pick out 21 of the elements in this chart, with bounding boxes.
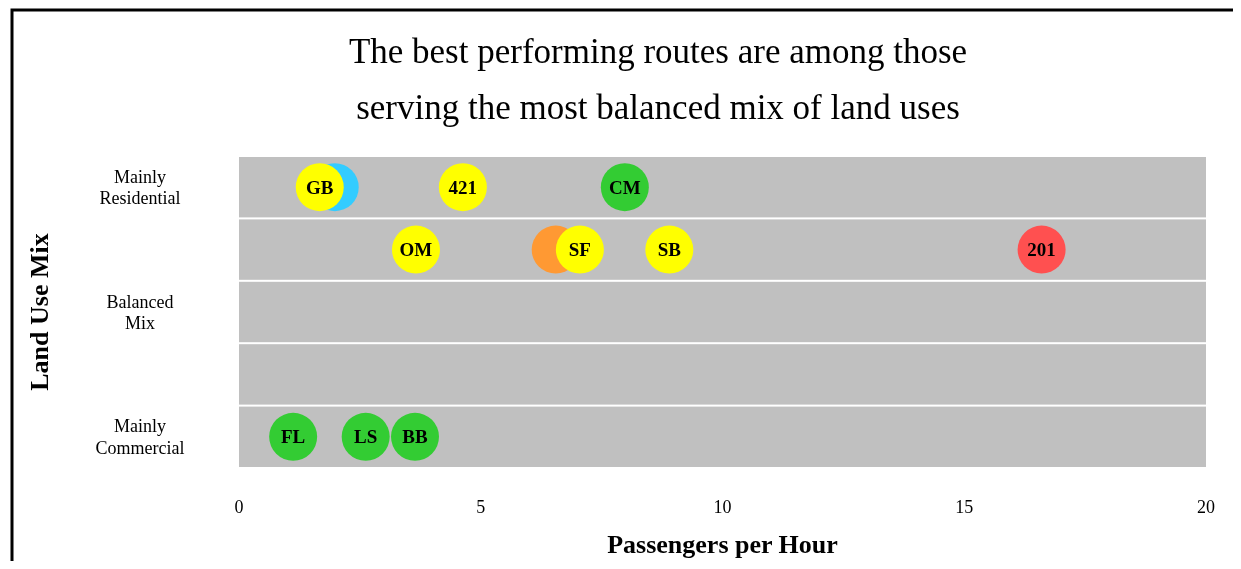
- series-label: OM: [399, 239, 433, 261]
- series-label: CM: [609, 176, 641, 198]
- series-label: GB: [306, 176, 334, 198]
- y-axis-title: Land Use Mix: [25, 233, 54, 391]
- y-tick-label: Balanced Mix: [106, 291, 174, 334]
- series-label: SB: [657, 239, 682, 261]
- series-label: 421: [448, 176, 478, 198]
- x-tick-label: 20: [1197, 497, 1215, 517]
- y-tick-label: Mainly Residential: [99, 166, 181, 209]
- x-tick-label: 5: [476, 497, 486, 517]
- y-tick-label: Mainly Commercial: [95, 416, 185, 458]
- x-tick-label: 15: [955, 497, 974, 517]
- series-label: SF: [568, 239, 591, 261]
- series-label: FL: [281, 426, 306, 448]
- series-label: BB: [402, 426, 428, 448]
- chart-title: The best performing routes are among those serving the most balanced mix of land uses: [348, 32, 968, 127]
- x-tick-label: 0: [234, 497, 244, 517]
- x-axis-title: Passengers per Hour: [607, 530, 838, 559]
- series-label: LS: [354, 426, 378, 448]
- series-label: 201: [1027, 239, 1056, 261]
- x-tick-label: 10: [713, 497, 732, 517]
